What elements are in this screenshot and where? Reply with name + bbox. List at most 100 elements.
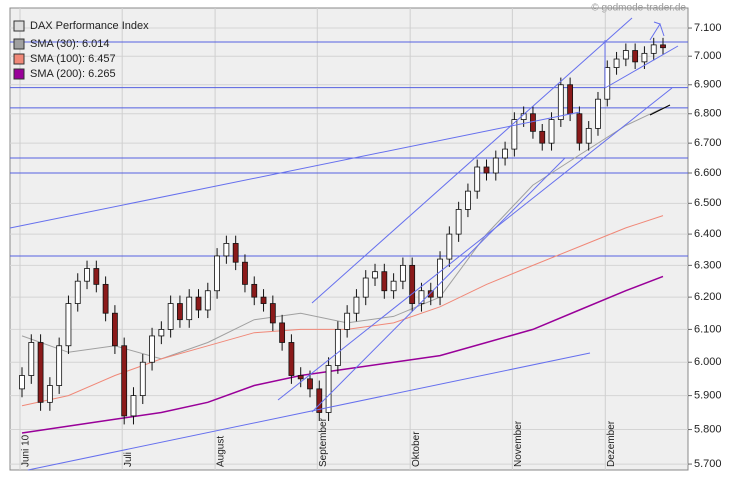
candle-body (19, 375, 25, 390)
candle-body (260, 296, 267, 304)
candle-body (242, 261, 248, 285)
legend: DAX Performance Index SMA (30): 6.014 SMA… (13, 20, 149, 80)
candle-body (353, 296, 360, 314)
legend-swatch (13, 38, 25, 50)
candle-body (399, 264, 406, 282)
candle-body (130, 395, 137, 417)
trend-lines (9, 17, 679, 471)
candle-body (139, 361, 146, 397)
y-tick-label: 6.500 (694, 197, 722, 209)
candle-body (585, 127, 592, 144)
y-tick-label: 7.100 (694, 22, 722, 34)
candle-body (65, 303, 72, 347)
candle-body (214, 255, 220, 292)
candle-body (251, 283, 258, 298)
candle-body (604, 67, 611, 100)
legend-label: SMA (30): 6.014 (30, 38, 110, 50)
trend-line (9, 111, 581, 229)
candle-body (446, 233, 453, 260)
legend-swatch (13, 68, 25, 80)
candle-body (177, 303, 183, 321)
arrow (649, 21, 665, 41)
y-tick-label: 6.100 (694, 323, 722, 335)
candle-body (530, 113, 536, 132)
candle-body (557, 84, 564, 120)
candle-body (279, 322, 286, 343)
candle-body (102, 283, 109, 314)
candle-body (632, 50, 639, 63)
candle-body (390, 280, 397, 292)
y-tick-label: 5.800 (694, 423, 722, 435)
plot-layer (10, 8, 688, 470)
candle-body (437, 258, 443, 298)
sma-line (21, 275, 664, 434)
source: © godmode-trader.de (591, 3, 686, 14)
candle-body (288, 342, 295, 376)
candle-body (93, 268, 100, 285)
candle-body (186, 296, 193, 321)
trend-line (27, 352, 591, 471)
trend-line (604, 45, 679, 89)
candle-body (595, 98, 601, 129)
y-tick-label: 6.600 (694, 167, 722, 179)
candle-body (158, 329, 165, 337)
legend-swatch (13, 20, 25, 32)
candle-body (121, 345, 128, 417)
candle-body (409, 264, 416, 304)
candle-body (28, 342, 35, 376)
candle-body (334, 329, 341, 366)
candle-body (269, 303, 276, 324)
candle-body (511, 119, 518, 150)
candle-body (325, 365, 332, 413)
candle-body (112, 312, 118, 347)
candle-body (46, 385, 53, 403)
candle-body (344, 312, 351, 330)
x-tick-label: Juli (123, 452, 134, 467)
candle-body (455, 209, 462, 235)
candle-body (316, 388, 323, 413)
legend-label: SMA (100): 6.457 (30, 53, 116, 65)
candle-body (427, 290, 434, 298)
x-tick-label: Juni 10 (21, 434, 32, 467)
candle-body (622, 50, 629, 60)
candle-body (650, 44, 657, 54)
candle-body (567, 84, 574, 115)
candle-body (223, 243, 230, 257)
y-tick-label: 6.800 (694, 108, 722, 120)
candle-body (74, 280, 81, 304)
y-tick-label: 5.900 (694, 390, 722, 402)
candle-body (641, 52, 648, 63)
legend-label: DAX Performance Index (30, 20, 149, 32)
candle-body (418, 290, 425, 304)
candle-body (492, 157, 499, 174)
candle-body (548, 119, 555, 144)
candle-body (502, 148, 508, 159)
candle-body (297, 375, 304, 380)
y-tick-label: 6.400 (694, 228, 722, 240)
candle-body (204, 290, 211, 311)
candle-body (483, 166, 490, 174)
candle-body (381, 271, 388, 292)
trend-line (311, 157, 566, 413)
candle-body (195, 296, 202, 311)
x-tick-label: November (513, 420, 524, 467)
candle-body (372, 271, 378, 279)
y-tick-label: 6.000 (694, 356, 722, 368)
candle-body (232, 243, 239, 263)
x-tick-label: September (318, 417, 329, 467)
candle-body (37, 342, 44, 403)
candle-body (167, 303, 174, 330)
y-tick-label: 5.700 (694, 458, 722, 470)
candle-body (307, 378, 313, 390)
y-tick-label: 6.200 (694, 291, 722, 303)
legend-label: SMA (200): 6.265 (30, 68, 116, 80)
candle-body (613, 58, 620, 68)
legend-swatch (13, 53, 25, 65)
y-tick-label: 6.900 (694, 79, 722, 91)
x-tick-label: Dezember (606, 420, 617, 467)
x-tick-label: Oktober (411, 431, 422, 467)
candle-body (576, 113, 583, 144)
candle-body (149, 335, 155, 363)
candle-body (465, 190, 471, 210)
